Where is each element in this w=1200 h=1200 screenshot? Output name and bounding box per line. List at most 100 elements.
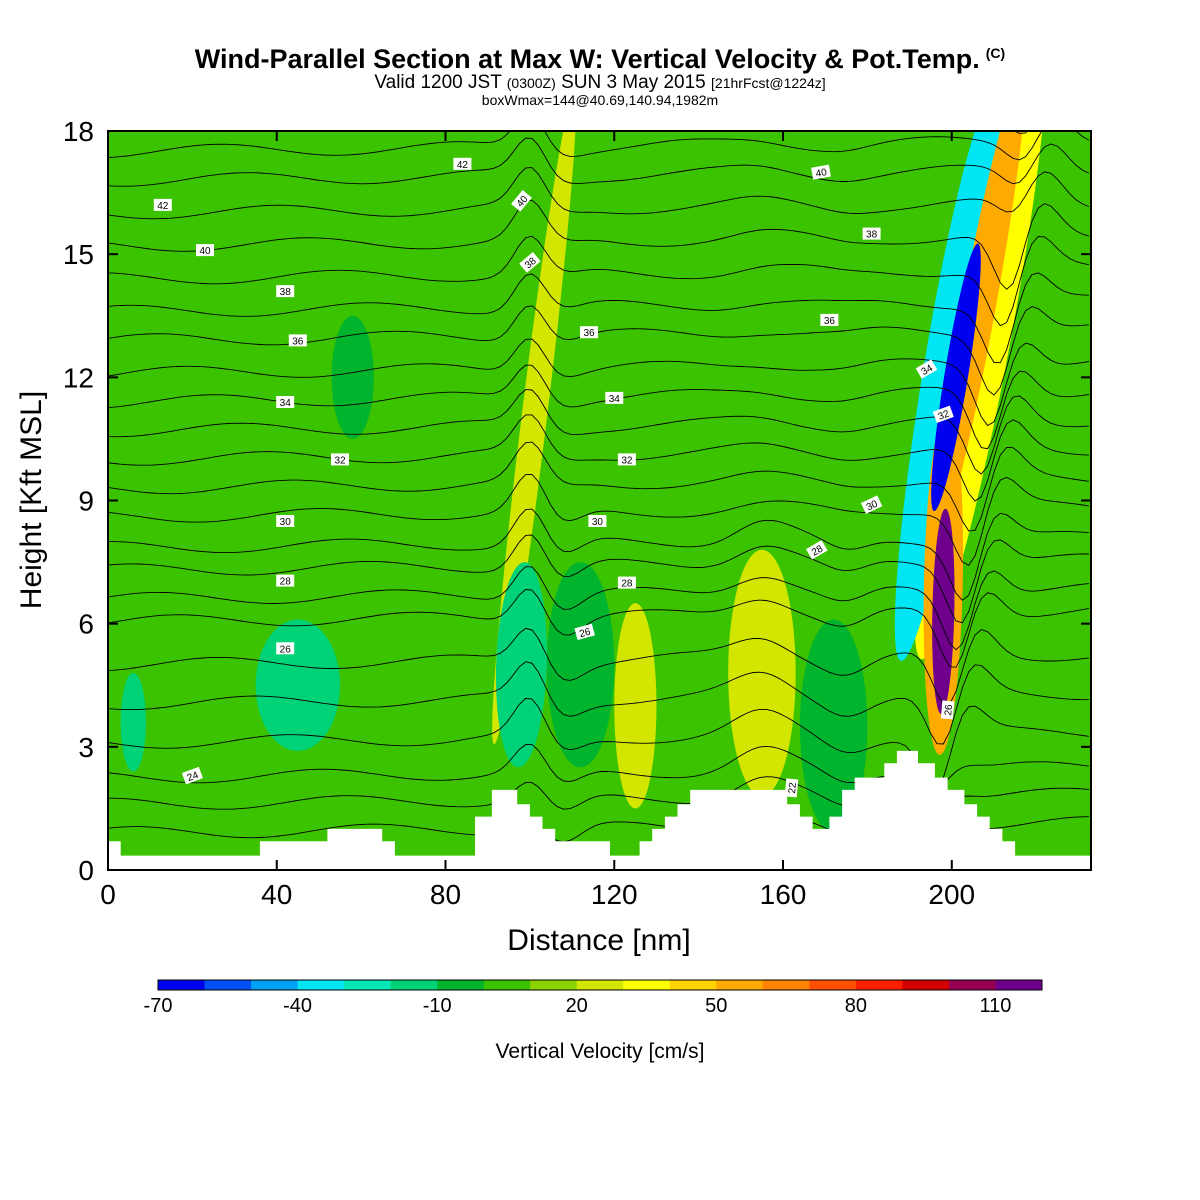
- theta-contours: [108, 131, 1090, 845]
- theta-contour-27: [108, 627, 1089, 705]
- contour-label-box: [617, 576, 636, 589]
- contour-label-box: [784, 778, 799, 798]
- contour-label-38: 38: [276, 285, 295, 298]
- w-upper-down-60: [331, 315, 374, 439]
- w-wave-down-170: [799, 619, 868, 834]
- contour-label-text: 42: [157, 201, 169, 212]
- chart-title: Wind-Parallel Section at Max W: Vertical…: [0, 44, 1200, 75]
- colorbar-swatch: [576, 980, 624, 990]
- theta-contour-31: [108, 508, 1089, 601]
- y-tick-label: 18: [63, 116, 94, 147]
- contour-label-text: 38: [280, 287, 292, 298]
- theta-contour-39: [108, 272, 1089, 364]
- theta-contour-44: [108, 131, 1090, 161]
- colorbar-swatch: [483, 980, 531, 990]
- colorbar-tick-label: 50: [705, 995, 727, 1017]
- contour-label-26: 26: [574, 623, 595, 641]
- theta-contour-43: [108, 137, 1090, 187]
- theta-contour-34: [108, 414, 1089, 502]
- contour-label-box: [288, 334, 307, 347]
- contour-label-box: [196, 244, 214, 257]
- contour-label-box: [915, 359, 938, 379]
- contour-label-box: [932, 405, 954, 424]
- contour-label-box: [820, 313, 839, 326]
- contour-label-text: 36: [292, 336, 304, 347]
- contour-label-box: [574, 623, 595, 641]
- contour-label-text: 34: [280, 398, 292, 409]
- contour-label-30: 30: [588, 515, 607, 528]
- contour-label-32: 32: [617, 453, 636, 466]
- colorbar-swatch: [530, 980, 578, 990]
- contour-label-text: 42: [457, 160, 469, 171]
- contour-label-box: [331, 453, 349, 466]
- contour-label-box: [276, 642, 295, 655]
- theta-contour-32: [108, 474, 1089, 566]
- contour-label-box: [860, 495, 883, 514]
- colorbar-swatch: [251, 980, 299, 990]
- w-downdraft-core: [931, 243, 981, 512]
- title-text: Wind-Parallel Section at Max W: Vertical…: [194, 44, 980, 74]
- terrain-shape: [108, 750, 1091, 870]
- contour-label-text: 36: [583, 328, 595, 339]
- contour-label-26: 26: [276, 642, 295, 655]
- y-axis-label: Height [Kft MSL]: [15, 391, 48, 609]
- contour-label-text: 34: [920, 363, 936, 378]
- contour-label-32: 32: [932, 405, 954, 424]
- contour-label-text: 30: [280, 517, 292, 528]
- contour-label-36: 36: [820, 313, 839, 327]
- colorbar-swatch: [623, 980, 671, 990]
- contour-label-box: [605, 391, 624, 404]
- theta-contour-36: [108, 364, 1089, 450]
- w-low-down-5: [120, 672, 146, 772]
- contour-label-text: 30: [592, 517, 604, 528]
- subtitle-forecast: [21hrFcst@1224z]: [711, 75, 826, 91]
- contour-label-42: 42: [153, 198, 172, 212]
- y-tick-label: 0: [78, 855, 94, 886]
- contour-label-text: 40: [815, 167, 828, 180]
- x-tick-label: 120: [591, 879, 638, 910]
- contour-label-22: 22: [784, 778, 799, 798]
- contour-label-text: 28: [280, 577, 292, 588]
- w-lee-down-110: [546, 562, 615, 768]
- contour-label-34: 34: [915, 359, 938, 379]
- contour-label-32: 32: [331, 453, 349, 466]
- colorbar-swatch: [297, 980, 345, 990]
- contour-label-box: [862, 227, 881, 240]
- subtitle-valid: Valid 1200 JST: [374, 72, 502, 93]
- contour-label-28: 28: [276, 574, 295, 588]
- contour-labels: 4240383634323028262442403836343230282640…: [153, 157, 955, 798]
- x-tick-label: 200: [928, 879, 975, 910]
- chart-subtitle-box: boxWmax=144@40.69,140.94,1982m: [481, 92, 719, 108]
- contour-label-box: [511, 190, 532, 212]
- subtitle-date: SUN 3 May 2015: [561, 72, 706, 93]
- contour-label-36: 36: [580, 326, 598, 339]
- colorbar-swatch: [855, 980, 903, 990]
- theta-contour-40: [108, 235, 1089, 327]
- copyright-mark: (C): [985, 45, 1006, 61]
- x-tick-label: 0: [100, 879, 116, 910]
- x-tick-label: 80: [430, 879, 461, 910]
- terrain: [108, 750, 1091, 870]
- theta-contour-26: [108, 661, 1089, 745]
- contour-label-24: 24: [181, 766, 203, 785]
- contour-label-box: [588, 515, 607, 527]
- contour-label-box: [519, 252, 541, 273]
- theta-contour-29: [108, 566, 1089, 651]
- contour-label-38: 38: [862, 227, 881, 241]
- contour-label-text: 24: [186, 770, 201, 784]
- theta-contour-45: [1013, 131, 1029, 134]
- colorbar-tick-label: 20: [566, 995, 588, 1017]
- x-tick-label: 160: [760, 879, 807, 910]
- contour-label-34: 34: [276, 396, 295, 409]
- x-axis-label: Distance [nm]: [507, 924, 690, 957]
- contour-label-box: [453, 157, 472, 170]
- theta-contour-35: [108, 389, 1089, 475]
- theta-contour-41: [108, 199, 1090, 290]
- contour-label-text: 22: [787, 782, 799, 794]
- colorbar-swatch: [762, 980, 810, 990]
- contour-label-text: 32: [937, 408, 952, 422]
- contour-label-30: 30: [276, 515, 295, 528]
- colorbar: -70 -40 -10 20 50 80 110: [144, 979, 1043, 1017]
- contour-label-text: 26: [280, 644, 292, 655]
